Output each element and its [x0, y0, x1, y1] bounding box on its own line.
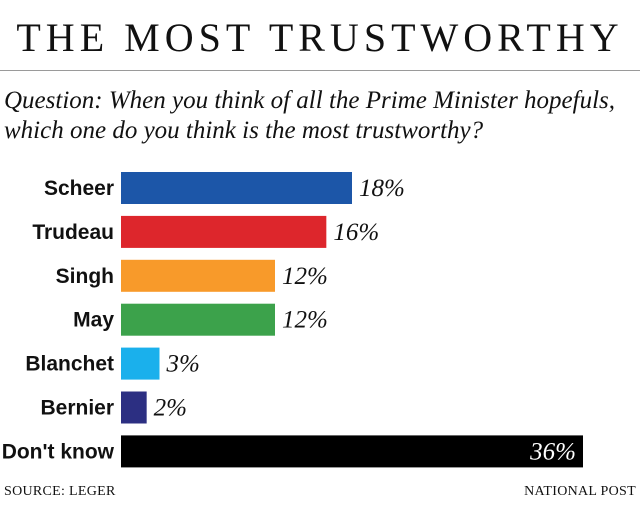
value-label-bernier: 2%	[154, 395, 187, 422]
bar-don-t-know	[121, 435, 583, 468]
category-label-don-t-know: Don't know	[2, 440, 115, 463]
survey-question: Question: When you think of all the Prim…	[4, 87, 616, 144]
category-label-may: May	[73, 309, 114, 332]
category-label-trudeau: Trudeau	[32, 221, 114, 244]
title-divider	[0, 70, 640, 71]
bar-bernier	[121, 391, 147, 424]
publisher-credit: NATIONAL POST	[524, 484, 636, 499]
bar-trudeau	[121, 215, 327, 248]
value-label-trudeau: 16%	[333, 219, 379, 246]
value-label-scheer: 18%	[359, 175, 405, 202]
value-label-may: 12%	[282, 307, 328, 334]
bar-chart: Scheer 18% Trudeau 16% Singh 12% May 12% Blanche…	[2, 172, 583, 468]
category-label-singh: Singh	[56, 265, 114, 288]
category-label-blanchet: Blanchet	[25, 353, 114, 376]
value-label-singh: 12%	[282, 263, 328, 290]
source-note: SOURCE: LEGER	[4, 484, 116, 499]
value-label-blanchet: 3%	[166, 351, 200, 378]
chart-title: THE MOST TRUSTWORTHY	[16, 15, 624, 60]
bar-scheer	[121, 172, 352, 204]
bar-may	[121, 303, 275, 336]
category-label-scheer: Scheer	[44, 177, 114, 200]
bar-singh	[121, 259, 275, 292]
category-label-bernier: Bernier	[40, 397, 114, 420]
bar-blanchet	[121, 347, 160, 380]
value-label-don-t-know: 36%	[529, 438, 576, 465]
